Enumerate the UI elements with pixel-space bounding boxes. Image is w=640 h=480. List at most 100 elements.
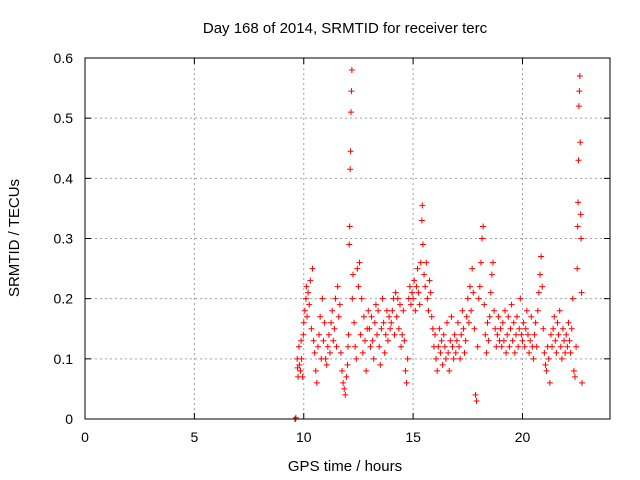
data-point [322,355,329,362]
x-tick-label: 0 [81,429,89,445]
data-point [575,157,582,164]
data-point [382,331,389,338]
data-point [303,283,310,290]
data-point [328,319,335,326]
data-point [470,289,477,296]
data-point [331,325,338,332]
data-point [458,331,465,338]
y-tick-label: 0.5 [54,110,74,126]
data-point [515,343,522,350]
data-point [573,343,580,350]
data-point [535,289,542,296]
data-point [404,355,411,362]
data-point [450,355,457,362]
data-point [555,331,562,338]
data-point [312,367,319,374]
data-points [292,67,585,422]
data-point [491,307,498,314]
data-point [356,259,363,266]
data-point [395,325,402,332]
y-tick-label: 0 [65,411,73,427]
data-point [353,355,360,362]
data-point [506,343,513,350]
data-point [359,349,366,356]
data-point [355,283,362,290]
data-point [542,361,549,368]
data-point [334,283,341,290]
data-point [358,295,365,302]
data-point [482,331,489,338]
data-point [421,271,428,278]
data-point [409,289,416,296]
data-point [447,337,454,344]
data-point [394,295,401,302]
data-point [468,307,475,314]
data-point [483,349,490,356]
data-point [342,391,349,398]
data-point [429,325,436,332]
data-point [474,343,481,350]
data-point [349,295,356,302]
data-point [308,325,315,332]
data-point [451,331,458,338]
data-point [402,367,409,374]
data-point [452,349,459,356]
plot-frame [84,57,611,420]
data-point [471,325,478,332]
data-point [381,349,388,356]
data-point [292,414,299,421]
data-point [543,367,550,374]
data-point [523,307,530,314]
data-point [347,148,354,155]
data-point [437,349,444,356]
data-point [362,337,368,344]
data-point [393,313,400,320]
x-tick-label: 10 [296,429,312,445]
data-point [444,319,451,326]
data-point [556,307,563,314]
data-point [298,337,305,344]
x-axis-title: GPS time / hours [288,458,402,475]
data-point [434,367,441,374]
data-point [457,355,464,362]
data-point [316,331,323,338]
data-point [445,349,452,356]
data-point [378,325,385,332]
data-point [448,313,455,320]
data-point [374,331,381,338]
data-point [578,235,585,242]
data-point [433,355,440,362]
data-point [336,301,343,308]
data-point [418,217,425,224]
data-point [298,355,305,362]
data-point [384,337,391,344]
data-point [575,103,582,110]
data-point [300,319,307,326]
data-point [551,313,558,320]
data-point [486,313,493,320]
y-tick-label: 0.1 [54,351,74,367]
data-point [578,289,585,296]
data-point [324,343,331,350]
data-point [337,349,344,356]
data-point [371,319,378,326]
y-tick-label: 0.3 [54,231,74,247]
data-point [300,331,307,338]
data-point [495,313,502,320]
data-point [351,319,358,326]
data-point [388,319,395,326]
data-point [569,295,576,302]
data-point [527,337,534,344]
data-point [464,295,471,302]
data-point [459,307,466,314]
data-point [366,325,373,332]
data-point [465,319,472,326]
data-point [547,331,554,338]
data-point [505,313,512,320]
data-point [576,73,583,80]
data-point [530,355,537,362]
data-point [554,319,561,326]
data-point [295,343,302,350]
data-point [442,355,449,362]
data-point [400,307,407,314]
